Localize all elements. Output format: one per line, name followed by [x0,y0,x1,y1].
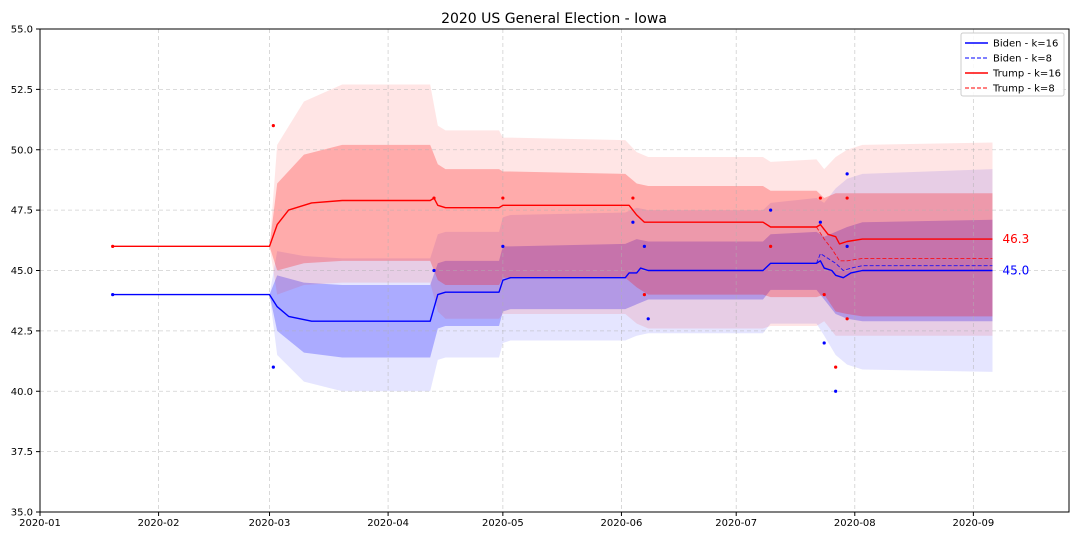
y-tick-label: 35.0 [11,508,33,519]
poll-point-trump [834,365,838,369]
poll-point-biden [822,341,826,345]
series-line-trump-k-8 [816,226,993,262]
series-line-biden-k-8 [816,253,993,271]
y-tick-label: 50.0 [11,145,33,156]
legend-entry: Trump - k=8 [992,84,1055,95]
poll-point-trump [501,196,505,200]
x-tick-label: 2020-02 [138,518,180,529]
x-tick-label: 2020-06 [601,518,643,529]
x-tick-label: 2020-01 [19,518,61,529]
confidence-band-1 [112,169,993,392]
poll-point-biden [646,317,650,321]
series-line-trump-k-16 [112,197,993,248]
poll-point-trump [845,317,849,321]
confidence-bands [112,84,993,392]
legend-entry: Trump - k=16 [992,69,1061,80]
poll-point-biden [631,220,635,224]
poll-point-trump [271,124,275,128]
x-tick-label: 2020-05 [482,518,524,529]
poll-point-biden [111,293,115,297]
legend: Biden - k=16 Biden - k=8 Trump - k=16 Trump… [960,32,1065,97]
y-tick-label: 42.5 [11,326,33,337]
x-tick-label: 2020-04 [367,518,409,529]
poll-point-trump [822,293,826,297]
legend-box [960,32,1065,97]
poll-point-trump [432,196,436,200]
poll-point-biden [845,244,849,248]
x-tick-label: 2020-09 [952,518,994,529]
legend-entry: Biden - k=16 [993,39,1058,50]
x-tick-label: 2020-03 [249,518,291,529]
poll-point-biden [501,244,505,248]
poll-point-biden [432,268,436,273]
chart-title: 2020 US General Election - Iowa [441,11,667,27]
series-line-biden-k-16 [112,260,993,322]
y-tick-label: 45.0 [11,266,33,277]
y-tick-label: 47.5 [11,206,33,217]
y-tick-label: 52.5 [11,85,33,96]
poll-point-biden [845,172,849,176]
poll-point-trump [631,196,635,200]
end-value-label: 46.3 [1002,232,1029,246]
poll-point-biden [818,220,822,224]
axis-ticks: 2020-01 2020-02 2020-03 2020-04 2020-05 2020-… [11,25,995,530]
poll-point-biden [769,208,773,212]
poll-point-trump [111,244,115,248]
x-tick-label: 2020-07 [715,518,757,529]
y-tick-label: 37.5 [11,447,33,458]
poll-point-trump [642,293,646,297]
poll-point-biden [834,389,838,393]
confidence-band-0 [112,219,993,358]
series-lines [112,197,993,322]
end-labels: 46.3 45.0 [1002,232,1029,277]
poll-point-trump [818,196,822,200]
y-tick-label: 40.0 [11,387,33,398]
legend-entry: Biden - k=8 [993,54,1052,65]
poll-point-trump [845,196,849,200]
confidence-band-2 [112,144,993,317]
y-tick-label: 55.0 [11,25,33,36]
end-value-label: 45.0 [1002,264,1029,278]
poll-point-biden [642,244,646,248]
x-tick-label: 2020-08 [834,518,876,529]
poll-points [111,124,849,393]
poll-point-trump [769,244,773,248]
poll-point-biden [271,365,275,369]
